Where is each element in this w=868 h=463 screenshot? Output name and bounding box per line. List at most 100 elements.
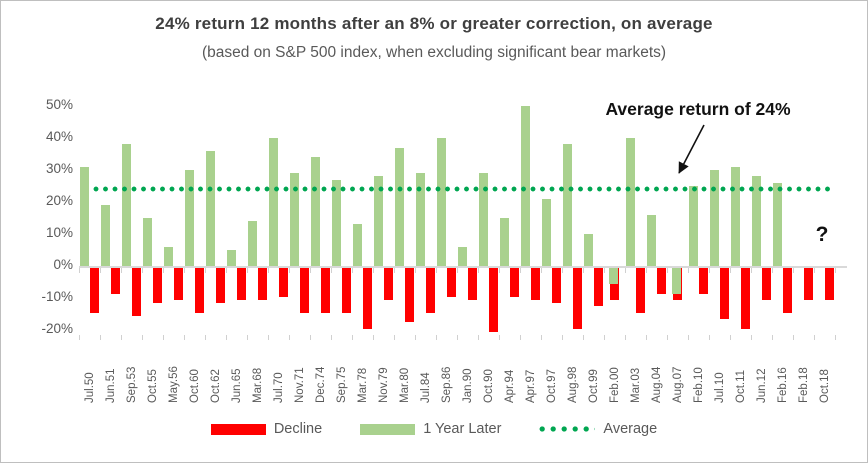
legend-label-one-year-later: 1 Year Later [423,421,502,437]
x-axis-label-Oct.11: Oct.11 [734,369,747,403]
bar-one-year-later-Mar.78 [353,224,362,266]
x-axis-label-Jun.65: Jun.65 [230,368,243,403]
bar-decline-Mar.68 [257,268,267,300]
bar-one-year-later-Mar.03 [626,138,635,266]
average-annotation: Average return of 24% [605,99,791,119]
y-axis-label: 50% [45,97,73,112]
legend: Decline 1 Year Later Average [1,417,867,441]
y-axis-label: 20% [45,193,73,208]
x-axis-label-Oct.55: Oct.55 [146,369,159,403]
x-axis-label-Oct.18: Oct.18 [818,369,831,403]
x-axis-label-Feb.00: Feb.00 [608,367,621,403]
x-axis-label-Jul.10: Jul.10 [713,372,726,403]
bar-one-year-later-Feb.10 [689,186,698,266]
x-axis-label-Nov.71: Nov.71 [293,367,306,403]
bar-decline-Jun.12 [761,268,771,300]
x-axis-label-Jun.12: Jun.12 [755,368,768,403]
bar-one-year-later-Feb.00 [608,268,618,284]
bar-one-year-later-May.56 [164,246,173,266]
bar-decline-Jul.70 [278,268,288,297]
bar-one-year-later-Nov.71 [290,173,299,266]
bar-decline-Apr.97 [530,268,540,300]
x-axis-label-Feb.18: Feb.18 [797,367,810,403]
legend-item-decline: Decline [210,421,323,437]
x-axis-label-Oct.62: Oct.62 [209,369,222,403]
average-dotted-swatch-icon [539,426,596,432]
bar-decline-Oct.90 [488,268,498,332]
x-axis-label-Aug.04: Aug.04 [650,366,663,403]
bar-one-year-later-Sep.53 [122,144,131,266]
x-axis-label-Oct.90: Oct.90 [482,369,495,403]
bar-decline-Apr.94 [509,268,519,297]
decline-swatch-icon [210,423,266,435]
bar-decline-Sep.86 [446,268,456,297]
x-axis-label-Nov.79: Nov.79 [377,367,390,403]
bar-decline-Jul.50 [89,268,99,313]
bar-one-year-later-Aug.04 [647,214,656,266]
bar-one-year-later-Jun.51 [101,205,110,266]
x-axis-label-Aug.98: Aug.98 [566,366,579,403]
bar-one-year-later-Mar.80 [395,147,404,266]
bar-decline-Feb.00 [609,268,619,300]
bar-one-year-later-Jul.10 [710,170,719,266]
bar-one-year-later-Sep.75 [332,179,341,266]
bar-decline-Feb.18 [803,268,813,300]
y-axis-label: 30% [45,161,73,176]
x-axis-label-Feb.16: Feb.16 [776,367,789,403]
bar-decline-Oct.62 [215,268,225,304]
x-axis-label-Feb.10: Feb.10 [692,367,705,403]
y-axis-label: 0% [53,257,73,272]
bar-decline-Jul.84 [425,268,435,313]
x-axis-label-Jan.90: Jan.90 [461,368,474,403]
bar-decline-Oct.55 [152,268,162,304]
bar-decline-Oct.99 [593,268,603,307]
bar-decline-Feb.10 [698,268,708,294]
bar-one-year-later-Oct.90 [479,173,488,266]
legend-item-one-year-later: 1 Year Later [360,421,501,437]
x-axis-label-Oct.97: Oct.97 [545,369,558,403]
bar-one-year-later-Jun.12 [752,176,761,266]
bar-decline-Feb.16 [782,268,792,313]
x-axis-label-Aug.07: Aug.07 [671,366,684,403]
bar-one-year-later-Mar.68 [248,221,257,266]
bar-decline-Nov.79 [383,268,393,300]
bar-decline-Jul.10 [719,268,729,320]
bar-decline-Aug.04 [656,268,666,294]
average-line [93,186,833,193]
bar-decline-Sep.53 [131,268,141,316]
one-year-later-swatch-icon [360,423,416,435]
bar-one-year-later-Oct.97 [542,198,551,266]
x-axis-label-Oct.99: Oct.99 [587,369,600,403]
x-axis-label-Sep.86: Sep.86 [440,366,453,403]
x-axis-label-Oct.60: Oct.60 [188,369,201,403]
legend-label-decline: Decline [273,421,323,437]
legend-item-average: Average [539,421,657,437]
x-axis-label-Mar.68: Mar.68 [251,367,264,403]
y-axis-label: -20% [41,321,73,336]
bar-decline-Dec.74 [320,268,330,313]
x-axis-label-Jun.51: Jun.51 [104,368,117,403]
y-axis-label: -10% [41,289,73,304]
bar-decline-Oct.11 [740,268,750,329]
bar-decline-Sep.75 [341,268,351,313]
bar-one-year-later-Oct.62 [206,150,215,266]
bar-decline-Oct.18 [824,268,834,300]
bar-decline-Oct.60 [194,268,204,313]
x-axis-label-Dec.74: Dec.74 [314,366,327,403]
bar-one-year-later-Oct.11 [731,166,740,266]
zero-axis-line [79,266,847,268]
bar-one-year-later-Aug.98 [563,144,572,266]
bar-one-year-later-Jun.65 [227,250,236,266]
unknown-return-marker: ? [815,223,829,246]
bar-one-year-later-Sep.86 [437,138,446,266]
bar-decline-May.56 [173,268,183,300]
bar-one-year-later-Jul.84 [416,173,425,266]
bar-decline-Mar.80 [404,268,414,323]
bar-decline-Jan.90 [467,268,477,300]
bar-decline-Mar.78 [362,268,372,329]
bar-decline-Nov.71 [299,268,309,313]
bar-decline-Jun.65 [236,268,246,300]
bar-one-year-later-Apr.94 [500,218,509,266]
x-axis-label-Apr.97: Apr.97 [524,369,537,403]
